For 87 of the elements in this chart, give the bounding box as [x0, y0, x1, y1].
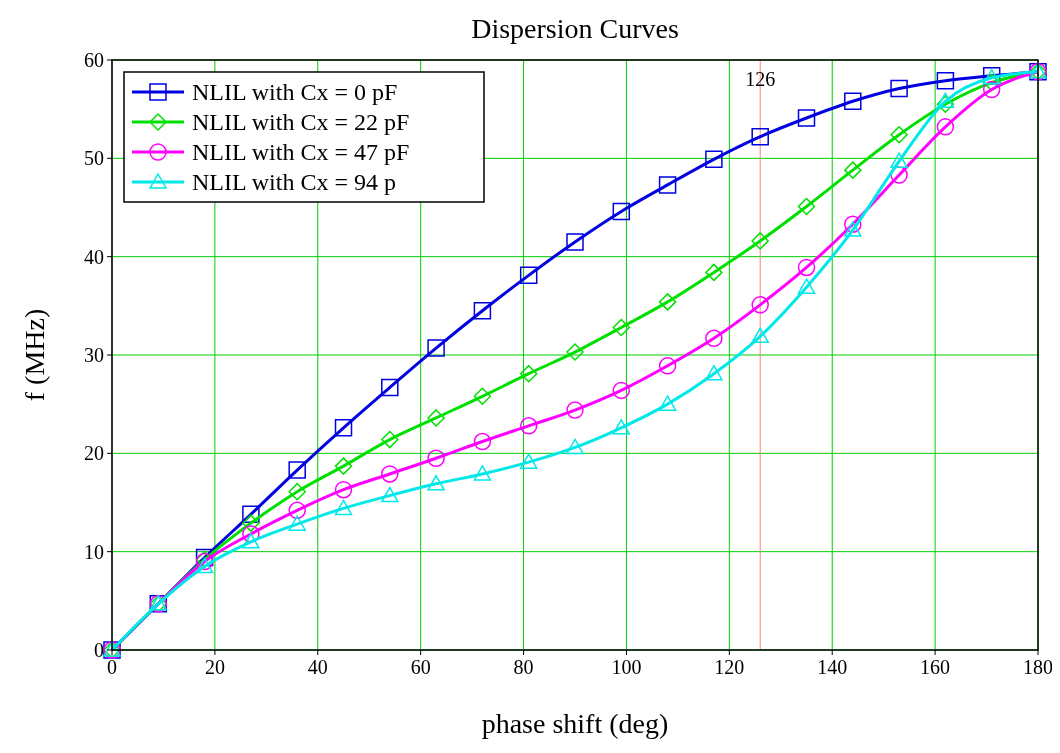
legend-label: NLIL with Cx = 94 p [192, 169, 396, 195]
point [797, 197, 816, 216]
chart-title: Dispersion Curves [471, 13, 679, 44]
point [242, 514, 260, 532]
x-tick-label: 160 [920, 656, 951, 678]
point [658, 293, 677, 311]
x-tick-label: 40 [307, 656, 328, 678]
point [566, 343, 584, 361]
point [658, 395, 677, 411]
x-tick-label: 180 [1023, 656, 1053, 678]
point [519, 417, 538, 435]
point [242, 533, 260, 549]
point [705, 263, 723, 282]
point [427, 475, 445, 491]
point [936, 71, 955, 90]
point [612, 202, 631, 221]
point [936, 92, 955, 109]
point [288, 501, 306, 520]
point [473, 387, 492, 406]
point [844, 92, 862, 111]
point [612, 419, 631, 435]
point [427, 339, 445, 357]
point [844, 221, 862, 237]
point [288, 482, 306, 501]
point [566, 438, 584, 455]
point [381, 465, 399, 483]
y-axis-title: f (MHz) [19, 308, 50, 402]
point [288, 515, 306, 531]
legend-label: NLIL with Cx = 22 pF [192, 109, 410, 135]
point [381, 430, 399, 449]
x-axis-title: phase shift (deg) [481, 708, 669, 739]
point [936, 118, 955, 136]
point [705, 150, 723, 169]
point [334, 419, 353, 437]
y-tick-label: 60 [84, 49, 104, 71]
point [612, 318, 631, 337]
point [612, 381, 631, 400]
point [936, 95, 955, 113]
point [519, 453, 538, 469]
point [890, 79, 908, 98]
point [797, 258, 816, 277]
point [381, 378, 399, 397]
point [658, 357, 677, 375]
x-tick-label: 100 [611, 656, 642, 678]
point [797, 278, 816, 294]
point [288, 461, 306, 479]
x-tick-label: 140 [817, 656, 848, 678]
point [751, 327, 769, 344]
legend-label: NLIL with Cx = 47 pF [192, 139, 410, 165]
point [890, 152, 908, 169]
point [334, 480, 353, 499]
point [566, 233, 584, 251]
point [381, 486, 399, 503]
y-tick-label: 20 [84, 442, 104, 465]
x-tick-label: 20 [204, 656, 225, 678]
point [334, 457, 353, 475]
point [427, 449, 445, 467]
point [982, 80, 1001, 99]
point [844, 161, 862, 179]
x-tick-label: 80 [513, 656, 534, 678]
point [473, 302, 492, 320]
legend-label: NLIL with Cx = 0 pF [192, 79, 398, 105]
point [751, 232, 769, 250]
x-tick-label: 120 [714, 656, 745, 678]
x-tick-label: 60 [410, 656, 431, 678]
ref-line-label: 126 [745, 68, 776, 90]
y-tick-label: 10 [84, 540, 104, 563]
point [519, 266, 538, 285]
point [844, 215, 862, 233]
point [751, 296, 769, 314]
y-tick-label: 30 [84, 344, 104, 366]
y-tick-label: 40 [84, 245, 104, 268]
point [890, 125, 908, 144]
y-tick-label: 50 [84, 147, 104, 170]
point [195, 557, 214, 574]
point [566, 401, 584, 419]
point [334, 499, 353, 516]
point [705, 329, 723, 348]
point [797, 109, 816, 127]
point [427, 409, 445, 427]
point [473, 432, 492, 451]
point [473, 465, 492, 481]
point [658, 176, 677, 194]
point [751, 127, 769, 146]
point [519, 364, 538, 383]
point [705, 364, 723, 381]
point [242, 505, 260, 524]
